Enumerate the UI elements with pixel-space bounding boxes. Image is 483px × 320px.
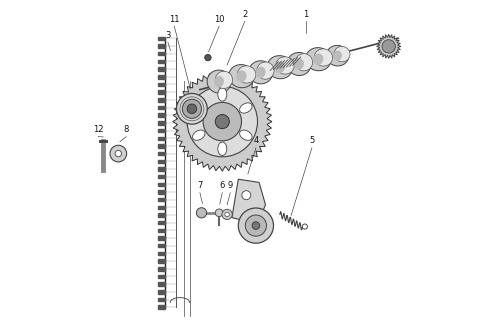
Text: 6: 6	[220, 181, 225, 190]
Polygon shape	[157, 198, 165, 201]
Polygon shape	[157, 91, 165, 94]
Polygon shape	[157, 275, 165, 278]
Ellipse shape	[229, 65, 254, 88]
Circle shape	[225, 212, 229, 217]
Ellipse shape	[215, 71, 232, 89]
Ellipse shape	[257, 62, 274, 79]
Text: 9: 9	[227, 181, 233, 190]
Polygon shape	[157, 260, 165, 263]
Polygon shape	[157, 190, 165, 194]
Ellipse shape	[275, 61, 285, 73]
Polygon shape	[157, 98, 165, 101]
Circle shape	[215, 209, 223, 217]
Text: 7: 7	[197, 181, 202, 190]
Circle shape	[110, 145, 127, 162]
Ellipse shape	[238, 66, 256, 83]
Ellipse shape	[333, 51, 342, 61]
Polygon shape	[157, 298, 165, 301]
Polygon shape	[157, 306, 165, 309]
Polygon shape	[157, 68, 165, 71]
Polygon shape	[157, 137, 165, 140]
Circle shape	[187, 86, 257, 157]
Polygon shape	[157, 206, 165, 209]
Circle shape	[115, 150, 122, 157]
Polygon shape	[157, 152, 165, 155]
Ellipse shape	[306, 48, 331, 71]
Ellipse shape	[276, 57, 294, 74]
Circle shape	[187, 104, 197, 114]
Ellipse shape	[236, 70, 247, 82]
Text: 8: 8	[124, 125, 129, 134]
Text: 12: 12	[93, 125, 103, 134]
Ellipse shape	[314, 49, 333, 66]
Ellipse shape	[287, 52, 311, 76]
Polygon shape	[157, 252, 165, 255]
Polygon shape	[157, 114, 165, 117]
Polygon shape	[157, 267, 165, 270]
Text: 11: 11	[169, 15, 180, 24]
Ellipse shape	[267, 56, 293, 79]
Text: 10: 10	[214, 15, 224, 24]
Circle shape	[203, 102, 242, 141]
Ellipse shape	[193, 130, 205, 140]
Ellipse shape	[218, 142, 227, 156]
Circle shape	[182, 99, 201, 118]
Ellipse shape	[295, 54, 313, 71]
Circle shape	[242, 191, 251, 200]
Ellipse shape	[327, 45, 349, 66]
Polygon shape	[157, 167, 165, 171]
Polygon shape	[157, 52, 165, 55]
Ellipse shape	[214, 76, 224, 87]
Polygon shape	[157, 283, 165, 286]
Ellipse shape	[207, 70, 231, 93]
Polygon shape	[157, 183, 165, 186]
Polygon shape	[157, 37, 165, 40]
Circle shape	[222, 209, 232, 220]
Circle shape	[245, 215, 267, 236]
Circle shape	[177, 93, 207, 124]
Polygon shape	[173, 72, 272, 171]
Circle shape	[215, 115, 229, 129]
Polygon shape	[157, 290, 165, 293]
Text: 3: 3	[165, 31, 170, 40]
Polygon shape	[157, 175, 165, 178]
Polygon shape	[157, 229, 165, 232]
Ellipse shape	[193, 103, 205, 113]
Polygon shape	[232, 179, 266, 224]
Polygon shape	[377, 34, 401, 59]
Circle shape	[197, 208, 207, 218]
Polygon shape	[157, 244, 165, 247]
Ellipse shape	[240, 103, 252, 113]
Text: 2: 2	[242, 10, 247, 19]
Text: 1: 1	[303, 10, 308, 19]
Polygon shape	[157, 83, 165, 86]
Polygon shape	[157, 129, 165, 132]
Ellipse shape	[313, 53, 324, 65]
Polygon shape	[157, 121, 165, 124]
Polygon shape	[157, 144, 165, 148]
Polygon shape	[157, 60, 165, 63]
Polygon shape	[157, 221, 165, 224]
Ellipse shape	[294, 58, 304, 70]
Circle shape	[205, 54, 211, 61]
Ellipse shape	[256, 67, 266, 78]
Text: 4: 4	[253, 136, 258, 145]
Polygon shape	[157, 160, 165, 163]
Circle shape	[238, 208, 273, 243]
Text: 5: 5	[309, 136, 314, 145]
Ellipse shape	[218, 88, 227, 101]
Polygon shape	[157, 75, 165, 78]
Polygon shape	[157, 106, 165, 109]
Ellipse shape	[334, 46, 350, 62]
Polygon shape	[157, 213, 165, 217]
Ellipse shape	[240, 130, 252, 140]
Circle shape	[252, 222, 260, 229]
Polygon shape	[157, 236, 165, 240]
Circle shape	[382, 40, 396, 53]
Polygon shape	[157, 44, 165, 48]
Ellipse shape	[249, 61, 273, 84]
